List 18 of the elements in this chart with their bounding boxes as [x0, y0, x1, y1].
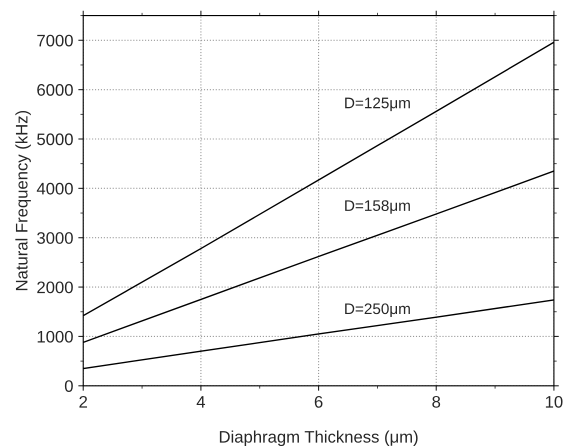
- series-label: D=250μm: [345, 303, 410, 317]
- y-tick-label: 4000: [36, 182, 73, 195]
- x-tick-label: 10: [546, 396, 563, 408]
- x-tick-label: 6: [314, 396, 322, 408]
- x-tick-label: 2: [79, 396, 88, 408]
- y-tick-label: 7000: [37, 34, 73, 46]
- y-tick-label: 5000: [37, 133, 73, 146]
- x-axis-title: Diaphragm Thickness (μm): [220, 430, 418, 446]
- y-tick-label: 1000: [38, 330, 73, 343]
- y-axis-title: Natural Frequency (kHz): [15, 110, 31, 290]
- y-tick-label: 6000: [37, 84, 73, 96]
- series-label: D=125μm: [345, 98, 410, 112]
- x-tick-label: 4: [196, 396, 206, 408]
- y-tick-label: 2000: [37, 281, 73, 294]
- series-label: D=158μm: [345, 200, 410, 214]
- x-tick-label: 8: [432, 396, 440, 408]
- y-tick-label: 0: [64, 380, 73, 392]
- y-tick-label: 3000: [37, 232, 73, 244]
